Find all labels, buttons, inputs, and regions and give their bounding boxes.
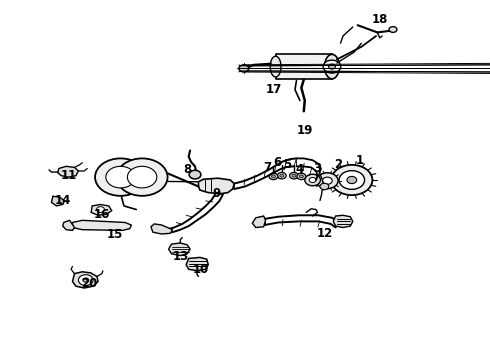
Polygon shape [333,215,353,228]
Circle shape [317,173,338,189]
Polygon shape [169,243,190,256]
Circle shape [305,174,320,186]
Text: 9: 9 [213,187,220,200]
Text: 4: 4 [296,163,304,176]
Circle shape [299,175,303,178]
Text: 5: 5 [284,158,292,171]
Circle shape [189,170,201,179]
Text: 12: 12 [316,227,333,240]
Text: 13: 13 [172,250,189,263]
Text: 16: 16 [94,208,110,221]
Circle shape [280,174,284,177]
Text: 17: 17 [265,83,282,96]
Circle shape [290,172,298,179]
Circle shape [389,27,397,32]
Circle shape [292,174,296,177]
Circle shape [127,166,157,188]
Ellipse shape [324,54,339,79]
Polygon shape [73,272,98,288]
Circle shape [95,158,146,196]
Text: 10: 10 [193,263,209,276]
Circle shape [347,176,357,184]
Circle shape [269,173,278,180]
Circle shape [323,60,341,73]
Text: 14: 14 [54,194,71,207]
Polygon shape [198,178,234,194]
Circle shape [78,275,93,285]
Circle shape [83,278,89,282]
Circle shape [320,183,329,190]
Polygon shape [51,196,65,206]
Circle shape [331,165,372,195]
Circle shape [339,171,365,189]
Polygon shape [252,216,266,228]
Text: 15: 15 [107,228,123,241]
Polygon shape [63,220,74,230]
Text: 11: 11 [60,169,77,182]
Circle shape [97,207,104,212]
Circle shape [271,175,275,178]
Circle shape [239,65,249,72]
Text: 19: 19 [296,124,313,137]
Polygon shape [73,220,131,230]
Circle shape [277,172,286,179]
Circle shape [309,177,316,183]
Text: 7: 7 [263,161,271,174]
Circle shape [106,166,135,188]
Polygon shape [91,204,112,215]
Text: 3: 3 [314,162,321,175]
Circle shape [297,173,306,180]
Text: 2: 2 [334,158,342,171]
Text: 8: 8 [184,163,192,176]
Polygon shape [275,54,332,79]
Polygon shape [151,224,172,234]
Ellipse shape [270,56,281,77]
Polygon shape [58,166,78,177]
Text: 18: 18 [371,13,388,26]
Polygon shape [186,257,208,271]
Text: 20: 20 [81,277,98,290]
Circle shape [117,158,168,196]
Text: 1: 1 [356,154,364,167]
Circle shape [322,177,332,184]
Text: 6: 6 [273,156,281,169]
Circle shape [328,64,335,69]
